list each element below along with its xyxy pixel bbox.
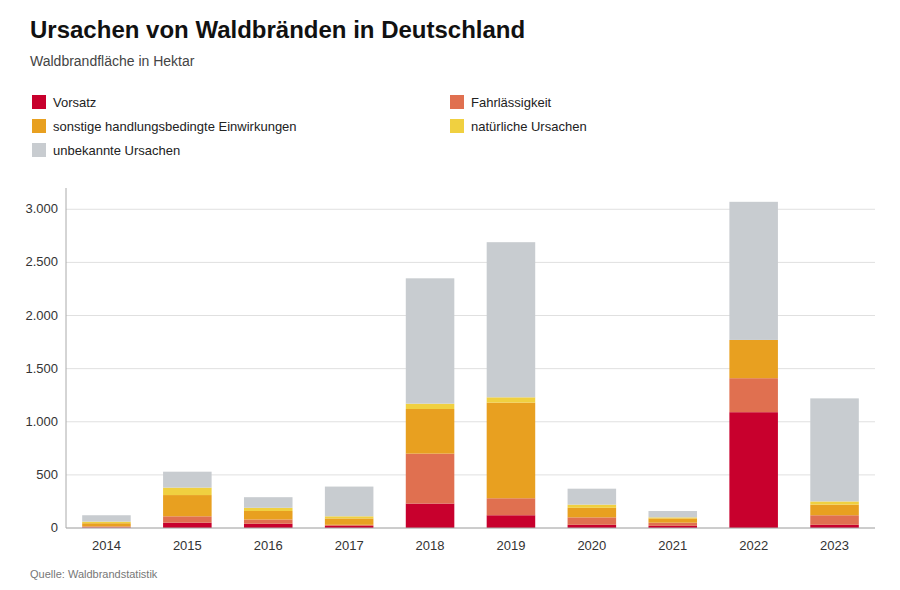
x-tick-label: 2014 — [92, 538, 121, 553]
bar — [82, 515, 131, 521]
bar — [406, 504, 455, 528]
y-tick-label: 3.000 — [25, 201, 58, 216]
bar — [163, 488, 212, 495]
y-tick-label: 2.000 — [25, 308, 58, 323]
x-tick-label: 2022 — [739, 538, 768, 553]
bar — [325, 518, 374, 524]
bar — [810, 398, 859, 501]
x-tick-label: 2020 — [577, 538, 606, 553]
title: Ursachen von Waldbränden in Deutschland — [30, 16, 525, 43]
bar — [487, 242, 536, 397]
legend-label: sonstige handlungsbedingte Einwirkungen — [53, 119, 297, 134]
bar — [648, 518, 697, 522]
y-tick-label: 0 — [51, 520, 58, 535]
bar — [810, 515, 859, 525]
series — [82, 202, 859, 522]
legend-label: Vorsatz — [53, 95, 96, 110]
bar — [729, 412, 778, 528]
series — [82, 378, 859, 527]
bar — [487, 403, 536, 499]
grid-line — [66, 528, 875, 529]
legend-swatch — [450, 95, 464, 109]
bar — [163, 495, 212, 516]
bar — [244, 524, 293, 528]
source: Quelle: Waldbrandstatistik — [30, 568, 158, 580]
x-tick-label: 2017 — [335, 538, 364, 553]
legend-swatch — [32, 119, 46, 133]
x-tick-label: 2018 — [416, 538, 445, 553]
bar — [568, 508, 617, 518]
series — [82, 412, 859, 528]
y-axis-line — [66, 188, 67, 528]
bar — [648, 523, 697, 526]
y-tick-label: 2.500 — [25, 254, 58, 269]
y-tick-label: 500 — [36, 467, 58, 482]
bar — [487, 498, 536, 515]
bar — [729, 202, 778, 340]
bar — [325, 516, 374, 518]
background — [0, 0, 900, 590]
bar — [406, 409, 455, 454]
y-tick-label: 1.000 — [25, 414, 58, 429]
bar — [163, 523, 212, 528]
x-axis-line — [66, 528, 875, 529]
series — [82, 340, 859, 526]
bar — [810, 505, 859, 516]
bar — [406, 454, 455, 504]
bar — [244, 497, 293, 508]
x-tick-label: 2023 — [820, 538, 849, 553]
bar — [729, 340, 778, 378]
bar — [82, 523, 131, 526]
legend-label: natürliche Ursachen — [471, 119, 587, 134]
bar — [82, 522, 131, 524]
bar — [163, 472, 212, 488]
legend: Vorsatz Fahrlässigkeit sonstige handlungsb… — [32, 95, 587, 158]
bar — [244, 511, 293, 520]
x-tick-label: 2021 — [658, 538, 687, 553]
bar — [648, 517, 697, 518]
y-axis: 0 500 1.000 1.500 2.000 2.500 3.000 — [25, 188, 875, 535]
x-tick-label: 2015 — [173, 538, 202, 553]
bar — [487, 397, 536, 402]
series — [82, 397, 859, 523]
legend-label: Fahrlässigkeit — [471, 95, 552, 110]
bar — [325, 525, 374, 526]
bar — [810, 501, 859, 504]
legend-swatch — [32, 143, 46, 157]
legend-swatch — [450, 119, 464, 133]
bar — [729, 378, 778, 412]
legend-swatch — [32, 95, 46, 109]
bar — [568, 505, 617, 508]
x-tick-label: 2019 — [496, 538, 525, 553]
bars — [82, 202, 859, 528]
bar — [568, 489, 617, 505]
legend-label: unbekannte Ursachen — [53, 143, 180, 158]
y-tick-label: 1.500 — [25, 361, 58, 376]
bar — [487, 515, 536, 528]
x-tick-label: 2016 — [254, 538, 283, 553]
bar — [568, 517, 617, 524]
bar — [244, 508, 293, 511]
x-axis: 2014 2015 2016 2017 2018 2019 2020 2021 2022 2023 — [66, 528, 875, 553]
bar — [648, 511, 697, 517]
chart: Ursachen von Waldbränden in Deutschland W… — [0, 0, 900, 590]
bar — [244, 520, 293, 524]
bar — [406, 404, 455, 409]
bar — [406, 278, 455, 403]
subtitle: Waldbrandfläche in Hektar — [30, 53, 195, 69]
bar — [82, 526, 131, 527]
bar — [163, 516, 212, 522]
bar — [325, 487, 374, 517]
